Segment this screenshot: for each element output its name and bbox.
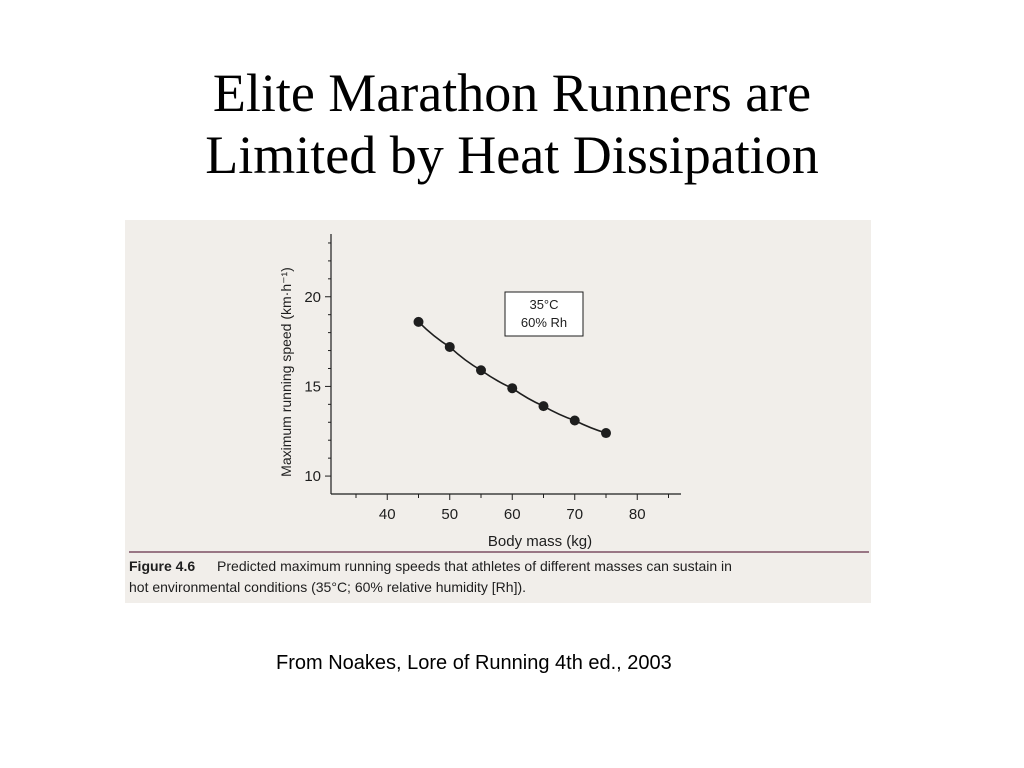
scanned-figure: 40 50 60 70 80 10 15 20 35°C 60% Rh Body mass … bbox=[125, 220, 871, 603]
figure-caption-line-2: hot environmental conditions (35°C; 60% … bbox=[129, 579, 526, 595]
data-point bbox=[444, 341, 455, 352]
annotation-temperature: 35°C bbox=[529, 297, 558, 312]
source-credit: From Noakes, Lore of Running 4th ed., 20… bbox=[276, 652, 672, 674]
figure-caption-text-1: Predicted maximum running speeds that at… bbox=[217, 558, 732, 574]
annotation-box: 35°C 60% Rh bbox=[504, 291, 584, 337]
annotation-humidity: 60% Rh bbox=[521, 315, 567, 330]
x-tick-label: 50 bbox=[441, 506, 458, 523]
paper-background bbox=[125, 220, 871, 603]
chart-axes bbox=[330, 234, 681, 495]
y-tick-label: 15 bbox=[304, 378, 321, 395]
figure-chart: 40 50 60 70 80 10 15 20 35°C 60% Rh Body mass … bbox=[125, 220, 871, 603]
data-point bbox=[538, 401, 549, 412]
x-tick-label: 80 bbox=[629, 506, 646, 523]
annotation-frame bbox=[504, 291, 584, 337]
y-tick-label: 20 bbox=[304, 289, 321, 306]
x-axis-label: Body mass (kg) bbox=[488, 533, 592, 550]
data-point bbox=[413, 316, 424, 327]
slide-title: Elite Marathon Runners are Limited by He… bbox=[0, 62, 1024, 186]
title-line-1: Elite Marathon Runners are bbox=[212, 63, 812, 123]
data-point bbox=[507, 383, 518, 394]
figure-caption-label: Figure 4.6 bbox=[129, 558, 195, 574]
data-point bbox=[601, 428, 611, 439]
series-layer bbox=[413, 316, 611, 439]
data-point bbox=[476, 365, 486, 376]
data-point bbox=[569, 415, 580, 426]
x-tick-label: 70 bbox=[566, 506, 583, 523]
title-line-2: Limited by Heat Dissipation bbox=[205, 125, 819, 185]
x-tick-label: 40 bbox=[379, 506, 396, 523]
y-ticks: 10 15 20 bbox=[304, 242, 331, 485]
figure-caption-line-1: Figure 4.6 Predicted maximum running spe… bbox=[129, 558, 732, 574]
x-ticks: 40 50 60 70 80 bbox=[355, 494, 669, 523]
y-tick-label: 10 bbox=[304, 468, 321, 485]
x-tick-label: 60 bbox=[504, 506, 521, 523]
y-axis-label: Maximum running speed (km·h⁻¹) bbox=[278, 267, 294, 477]
